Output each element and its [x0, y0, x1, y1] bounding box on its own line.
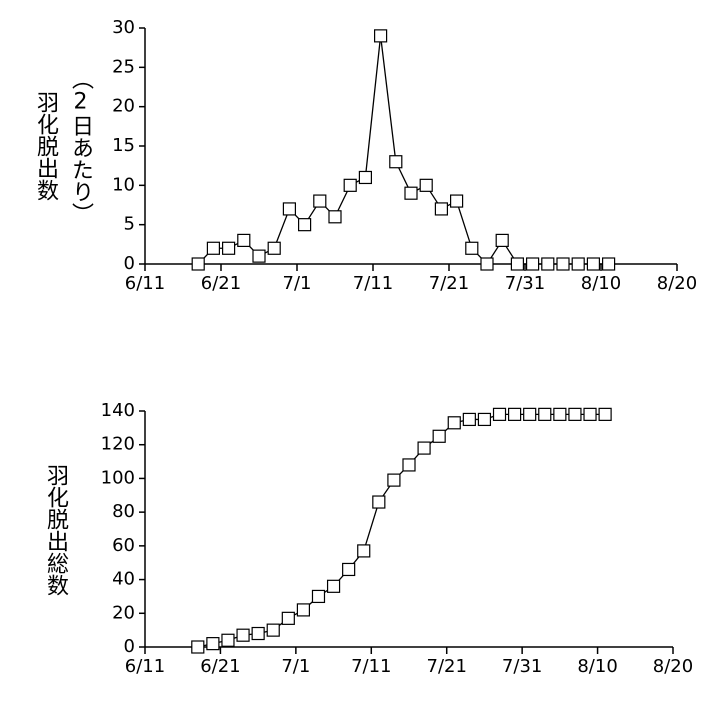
point	[343, 178, 357, 192]
point	[222, 241, 236, 255]
point	[387, 473, 401, 487]
point	[598, 407, 612, 421]
point	[465, 241, 479, 255]
x-tick-label: 7/21	[427, 656, 467, 677]
point	[296, 603, 310, 617]
x-tick-label: 7/11	[353, 273, 393, 294]
point	[495, 233, 509, 247]
point	[402, 458, 416, 472]
point	[267, 241, 281, 255]
y-tick-label: 0	[124, 253, 135, 274]
point	[313, 194, 327, 208]
x-tick-label: 7/31	[502, 656, 542, 677]
point	[251, 626, 265, 641]
y-tick-label: 140	[101, 400, 135, 421]
point	[556, 257, 570, 271]
point	[492, 407, 507, 421]
point	[328, 210, 342, 224]
point	[538, 407, 552, 421]
point	[601, 257, 616, 271]
point	[404, 186, 418, 200]
x-tick-label: 7/1	[281, 656, 310, 677]
point	[583, 407, 597, 421]
y-tick-label: 120	[101, 434, 135, 455]
point	[237, 233, 251, 247]
y-tick-label: 15	[112, 135, 135, 156]
point	[311, 589, 326, 604]
point	[571, 257, 585, 271]
x-tick-label: 6/11	[125, 656, 165, 677]
x-tick-label: 7/1	[283, 273, 312, 294]
x-tick-label: 8/10	[577, 656, 617, 677]
y-tick-label: 5	[124, 214, 135, 235]
point	[450, 194, 464, 208]
point	[236, 628, 250, 642]
x-tick-label: 7/31	[505, 273, 545, 294]
point	[389, 155, 403, 169]
x-tick-label: 8/20	[657, 273, 697, 294]
x-tick-label: 8/10	[581, 273, 621, 294]
point	[282, 202, 296, 216]
x-tick-label: 7/11	[351, 656, 391, 677]
point	[372, 495, 386, 509]
point	[510, 257, 524, 271]
y-tick-label: 10	[112, 174, 135, 195]
point	[434, 202, 448, 216]
y-tick-label: 25	[112, 56, 135, 77]
y-tick-label: 0	[124, 636, 135, 657]
point	[252, 249, 266, 263]
point	[586, 257, 601, 271]
point	[462, 412, 476, 427]
y-tick-label: 20	[112, 602, 135, 623]
point	[525, 257, 540, 271]
y-axis-label: （2日あたり）	[68, 68, 94, 225]
point	[342, 562, 356, 577]
point	[417, 441, 431, 455]
point	[191, 640, 205, 654]
point	[206, 637, 220, 651]
x-tick-label: 6/11	[125, 273, 165, 294]
point	[221, 633, 235, 647]
point	[432, 429, 446, 443]
series-line	[197, 35, 609, 266]
x-tick-label: 6/21	[200, 656, 240, 677]
point	[508, 407, 522, 421]
point	[326, 579, 341, 593]
y-axis-label: 羽化脱出数	[33, 91, 59, 201]
y-tick-label: 60	[112, 535, 135, 556]
y-tick-label: 20	[112, 96, 135, 117]
y-tick-label: 80	[112, 501, 135, 522]
point	[357, 544, 371, 558]
y-tick-label: 40	[112, 569, 135, 590]
point	[568, 407, 582, 421]
point	[358, 170, 372, 185]
point	[447, 416, 461, 430]
x-tick-label: 7/21	[429, 273, 469, 294]
y-tick-label: 100	[101, 467, 135, 488]
y-tick-label: 30	[112, 17, 135, 38]
point	[266, 623, 280, 637]
point	[480, 257, 494, 271]
series-line	[197, 413, 606, 648]
point	[281, 611, 295, 625]
point	[541, 257, 555, 271]
x-tick-label: 6/21	[201, 273, 241, 294]
x-tick-label: 8/20	[653, 656, 693, 677]
point	[419, 178, 433, 192]
point	[374, 29, 388, 43]
y-axis-label: 羽化脱出総数	[43, 464, 69, 596]
point	[191, 257, 205, 271]
point	[523, 407, 537, 421]
point	[553, 407, 567, 421]
point	[298, 218, 312, 232]
point	[477, 412, 492, 427]
point	[206, 241, 220, 255]
